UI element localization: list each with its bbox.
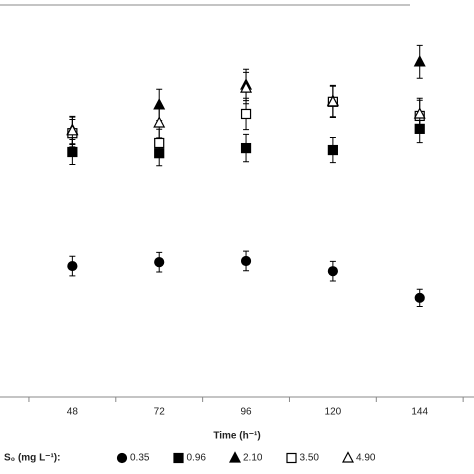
data-point [327, 144, 338, 156]
x-axis-label: Time (h⁻¹) [213, 431, 260, 442]
data-point [414, 292, 425, 303]
data-point [413, 107, 426, 119]
data-point [413, 55, 426, 67]
legend-label: 4.90 [356, 453, 376, 464]
legend-marker [229, 451, 241, 463]
data-point [67, 260, 78, 272]
legend-label: 2.10 [243, 453, 263, 464]
data-point [240, 108, 252, 120]
x-tick-label: 72 [154, 407, 166, 418]
data-point [153, 116, 166, 128]
data-point [327, 266, 338, 277]
data-point [66, 124, 79, 136]
data-point [153, 98, 166, 110]
legend-marker [116, 452, 128, 464]
legend-title: S₀ (mg L⁻¹): [4, 453, 60, 464]
legend-marker [342, 451, 354, 463]
x-tick-label: 96 [240, 407, 252, 418]
data-point [67, 146, 78, 158]
data-point [326, 95, 339, 107]
data-point [154, 257, 165, 268]
x-tick-label: 48 [67, 407, 79, 418]
x-tick-label: 144 [411, 407, 428, 418]
data-point [154, 137, 165, 149]
x-tick-label: 120 [325, 407, 342, 418]
legend-label: 0.35 [130, 453, 150, 464]
legend-label: 3.50 [300, 453, 320, 464]
data-point [240, 142, 252, 154]
data-point [240, 255, 252, 267]
data-point [240, 81, 253, 93]
legend-marker [286, 452, 297, 464]
legend-label: 0.96 [187, 453, 207, 464]
legend-marker [173, 452, 184, 464]
